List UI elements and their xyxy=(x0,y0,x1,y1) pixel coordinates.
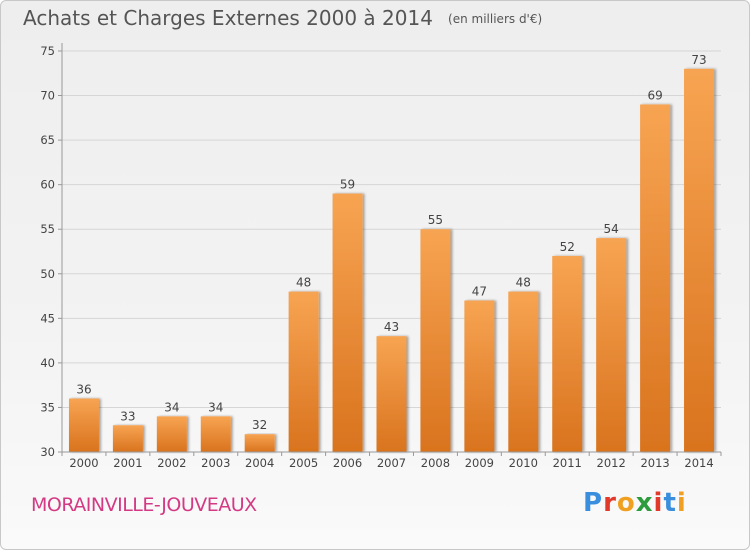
bar xyxy=(376,336,407,452)
x-tick-label: 2012 xyxy=(597,456,626,470)
bar xyxy=(244,434,275,452)
data-label: 34 xyxy=(164,400,179,414)
x-tick-label: 2000 xyxy=(69,456,98,470)
y-tick-label: 75 xyxy=(40,44,55,58)
x-tick-label: 2014 xyxy=(684,456,713,470)
data-label: 73 xyxy=(691,53,706,67)
y-tick-label: 45 xyxy=(40,311,55,325)
data-label: 33 xyxy=(120,409,135,423)
data-label: 48 xyxy=(516,276,531,290)
y-tick-label: 30 xyxy=(40,445,55,459)
logo-letter: i xyxy=(653,488,664,518)
x-tick-label: 2008 xyxy=(421,456,450,470)
x-tick-label: 2001 xyxy=(113,456,142,470)
data-label: 36 xyxy=(76,383,91,397)
logo-letter: o xyxy=(616,488,636,518)
label-layer: 36 33 34 34 32 48 59 43 55 47 48 52 54 69 73 xyxy=(76,53,706,432)
x-tick-label: 2013 xyxy=(640,456,669,470)
logo-letter: r xyxy=(603,488,617,518)
logo-letter: t xyxy=(663,488,677,518)
y-tick-label: 40 xyxy=(40,356,55,370)
data-label: 47 xyxy=(472,285,487,299)
logo-letter: i xyxy=(676,488,687,518)
data-label: 59 xyxy=(340,178,355,192)
bar xyxy=(464,300,495,452)
y-tick-label: 65 xyxy=(40,133,55,147)
data-label: 55 xyxy=(428,213,443,227)
x-tick-label: 2009 xyxy=(465,456,494,470)
axis-layer: 30 35 40 45 50 55 60 65 70 75 2000 2001 2002 2003 2004… xyxy=(40,43,722,470)
bar xyxy=(420,229,451,452)
y-tick-label: 60 xyxy=(40,178,55,192)
logo-letter: P xyxy=(583,488,604,518)
bar xyxy=(332,193,363,453)
y-tick-label: 50 xyxy=(40,267,55,281)
data-label: 32 xyxy=(252,418,267,432)
x-tick-label: 2003 xyxy=(201,456,230,470)
bar-layer xyxy=(68,68,715,453)
logo-letter: x xyxy=(635,488,654,518)
city-name: MORAINVILLE-JOUVEAUX xyxy=(31,494,257,516)
y-tick-label: 70 xyxy=(40,89,55,103)
bar xyxy=(684,68,715,453)
data-label: 43 xyxy=(384,320,399,334)
bar xyxy=(288,291,319,452)
data-label: 69 xyxy=(647,88,662,102)
chart-subtitle: (en milliers d'€) xyxy=(448,12,543,26)
data-label: 34 xyxy=(208,400,223,414)
bar xyxy=(112,425,143,452)
x-tick-label: 2005 xyxy=(289,456,318,470)
data-label: 48 xyxy=(296,276,311,290)
bar xyxy=(200,416,231,452)
x-tick-label: 2010 xyxy=(509,456,538,470)
bar xyxy=(552,255,583,452)
y-tick-label: 55 xyxy=(40,222,55,236)
chart-title: Achats et Charges Externes 2000 à 2014 xyxy=(23,6,433,30)
data-label: 54 xyxy=(604,222,619,236)
bar xyxy=(596,238,627,452)
x-tick-label: 2007 xyxy=(377,456,406,470)
x-tick-label: 2011 xyxy=(553,456,582,470)
bar xyxy=(508,291,539,452)
bar xyxy=(640,104,671,452)
data-label: 52 xyxy=(560,240,575,254)
x-tick-label: 2004 xyxy=(245,456,274,470)
x-tick-label: 2006 xyxy=(333,456,362,470)
bar xyxy=(68,398,99,452)
title-row: Achats et Charges Externes 2000 à 2014 (… xyxy=(23,6,542,30)
y-tick-label: 35 xyxy=(40,400,55,414)
bar xyxy=(156,416,187,452)
x-tick-label: 2002 xyxy=(157,456,186,470)
proxiti-logo: Proxiti xyxy=(583,488,687,518)
